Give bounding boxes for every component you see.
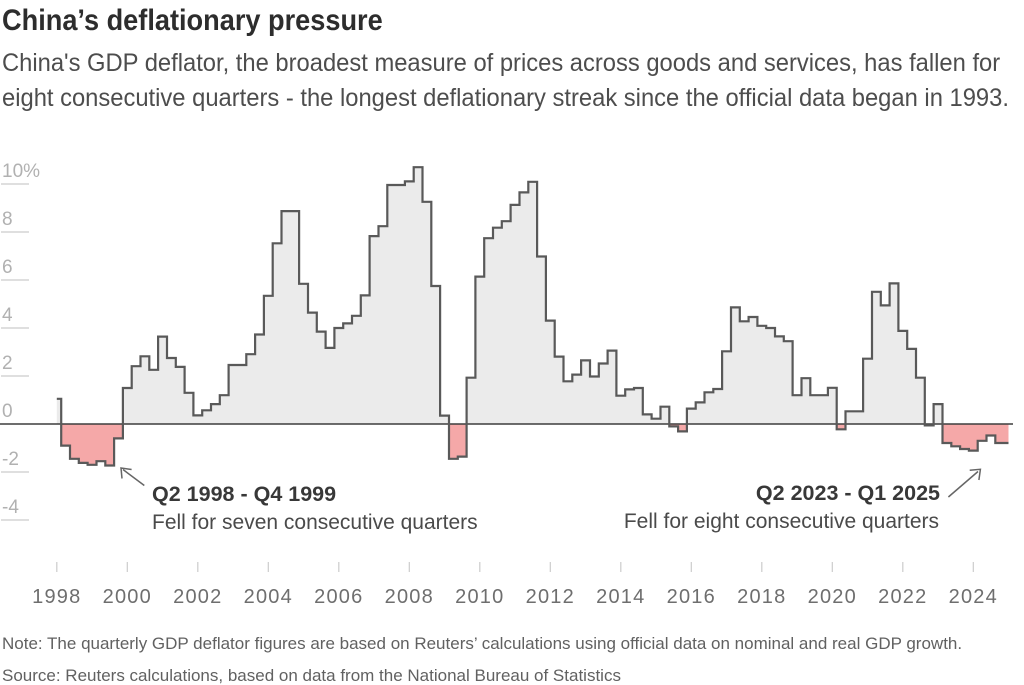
svg-text:2000: 2000	[103, 586, 152, 608]
svg-text:2022: 2022	[878, 586, 927, 608]
svg-text:6: 6	[2, 257, 13, 278]
svg-text:2004: 2004	[244, 586, 293, 608]
svg-text:2012: 2012	[526, 586, 575, 608]
svg-text:2008: 2008	[385, 586, 434, 608]
svg-text:2018: 2018	[737, 586, 786, 608]
svg-text:2016: 2016	[667, 586, 716, 608]
svg-text:8: 8	[2, 209, 13, 230]
svg-text:0: 0	[2, 401, 13, 422]
svg-text:2: 2	[2, 353, 13, 374]
svg-text:4: 4	[2, 305, 13, 326]
svg-text:1998: 1998	[32, 586, 81, 608]
svg-text:-2: -2	[2, 449, 19, 470]
svg-text:2024: 2024	[949, 586, 998, 608]
svg-text:2014: 2014	[596, 586, 645, 608]
svg-text:2002: 2002	[173, 586, 222, 608]
svg-text:-4: -4	[2, 497, 19, 518]
svg-text:2020: 2020	[808, 586, 857, 608]
svg-text:10%: 10%	[2, 161, 40, 182]
svg-text:2010: 2010	[455, 586, 504, 608]
svg-text:2006: 2006	[314, 586, 363, 608]
